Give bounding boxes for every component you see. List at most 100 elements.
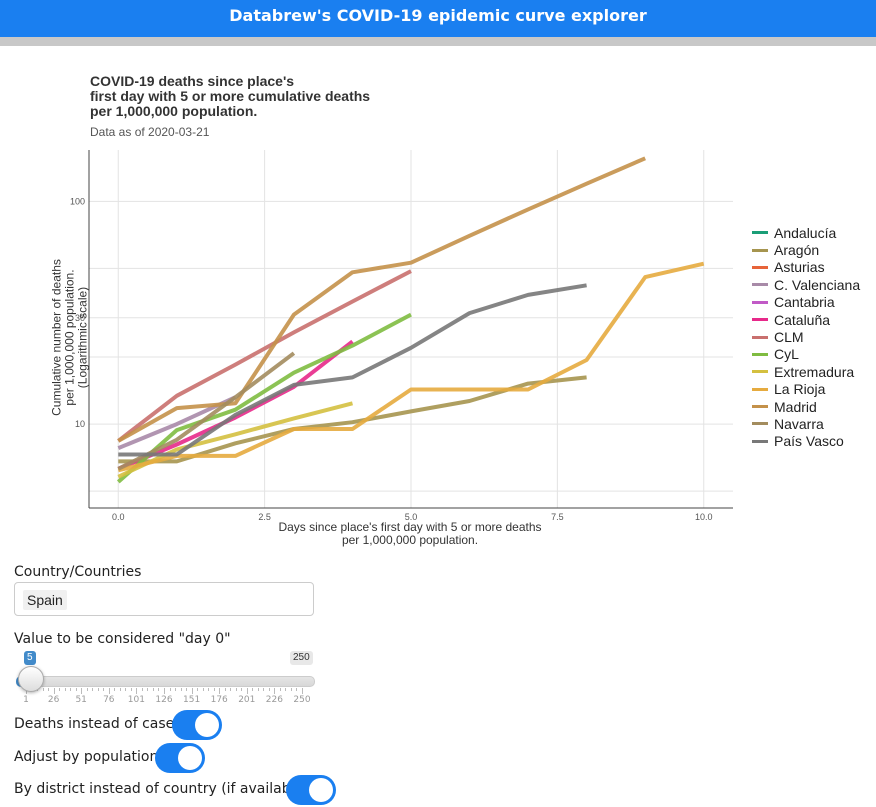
legend-swatch [752, 231, 768, 235]
slider-tick [75, 688, 77, 691]
legend-label: Aragón [774, 242, 820, 259]
slider-tick [302, 688, 303, 694]
legend-label: CLM [774, 329, 804, 346]
series-line [116, 312, 412, 484]
slider-handle[interactable] [18, 666, 44, 692]
slider-tick [103, 688, 105, 691]
legend-swatch [752, 335, 768, 339]
x-tick-label: 0.0 [112, 512, 125, 522]
slider-tick [252, 688, 254, 691]
population-toggle-label: Adjust by population? [14, 749, 166, 765]
slider-tick [186, 688, 188, 691]
slider-tick [147, 688, 149, 691]
legend-label: C. Valenciana [774, 276, 861, 293]
slider-tick [158, 688, 160, 691]
slider-tick [141, 688, 143, 691]
legend-item: CyL [752, 346, 860, 363]
slider-tick [230, 688, 232, 691]
legend-label: Madrid [774, 398, 817, 415]
slider-tick [81, 688, 83, 694]
slider-tick [224, 688, 226, 691]
legend-swatch [752, 300, 768, 304]
app-title: Databrew's COVID-19 epidemic curve explo… [229, 6, 647, 25]
slider-tick [97, 688, 99, 691]
slider-tick [136, 688, 138, 694]
y-axis-label: Cumulative number of deaths per 1,000,00… [49, 259, 90, 416]
slider-tick [296, 688, 298, 691]
deaths-toggle[interactable] [172, 710, 222, 740]
legend-item: Extremadura [752, 363, 860, 380]
slider-tick [208, 688, 210, 691]
slider-tick [152, 688, 154, 691]
slider-tick-label: 201 [238, 695, 256, 705]
slider-tick [279, 688, 281, 691]
legend-item: La Rioja [752, 381, 860, 398]
x-axis-label: Days since place's first day with 5 or m… [278, 520, 542, 547]
district-toggle-label: By district instead of country (if avail… [14, 781, 317, 797]
slider-tick [197, 688, 199, 691]
population-toggle[interactable] [155, 743, 205, 773]
slider-tick [235, 688, 237, 691]
slider-tick-label: 26 [47, 695, 60, 705]
slider-value-badge: 5 [24, 651, 36, 665]
legend-label: Extremadura [774, 363, 855, 380]
x-tick-label: 5.0 [405, 512, 418, 522]
country-chip[interactable]: Spain [23, 590, 67, 610]
slider-tick [130, 688, 132, 691]
slider-tick [48, 688, 50, 691]
legend-swatch [752, 352, 768, 356]
legend-swatch [752, 318, 768, 322]
legend-item: Madrid [752, 398, 860, 415]
slider-tick [59, 688, 61, 691]
slider-tick [64, 688, 66, 691]
slider-tick-label: 151 [183, 695, 201, 705]
legend-label: Cantabria [774, 294, 835, 311]
slider-tick [70, 688, 72, 691]
slider-max-badge: 250 [290, 651, 313, 665]
legend-swatch [752, 248, 768, 252]
country-select[interactable]: Spain [14, 582, 314, 616]
series-line [117, 261, 705, 473]
legend-label: Andalucía [774, 224, 837, 241]
slider-tick [92, 688, 94, 691]
slider-tick [219, 688, 221, 694]
slider-tick-label: 126 [155, 695, 173, 705]
slider-tick-label: 1 [23, 695, 29, 705]
legend-swatch [752, 387, 768, 391]
legend-swatch [752, 405, 768, 409]
legend-swatch [752, 422, 768, 426]
country-label: Country/Countries [14, 564, 142, 580]
y-tick-label: 30 [75, 313, 85, 323]
slider-tick [246, 688, 248, 694]
legend-item: Aragón [752, 241, 860, 258]
series-line [117, 401, 353, 479]
slider-tick [285, 688, 287, 691]
x-tick-label: 2.5 [258, 512, 271, 522]
slider-tick [169, 688, 171, 691]
slider-tick-label: 76 [103, 695, 115, 705]
slider-tick-label: 226 [265, 695, 283, 705]
slider-tick-label: 51 [75, 695, 87, 705]
chart-title: COVID-19 deaths since place's first day … [90, 73, 371, 119]
legend-item: Cataluña [752, 311, 860, 328]
legend-swatch [752, 283, 768, 287]
series-line [117, 269, 412, 443]
day0-label: Value to be considered "day 0" [14, 631, 231, 647]
chart-legend: Andalucía Aragón Asturias C. Valenciana Cant… [752, 224, 860, 450]
legend-label: Cataluña [774, 311, 831, 328]
legend-label: País Vasco [774, 433, 844, 450]
slider-tick-label: 176 [210, 695, 228, 705]
toggle-knob [195, 713, 219, 737]
slider-tick [290, 688, 292, 691]
slider-tick [268, 688, 270, 691]
slider-tick [164, 688, 165, 694]
slider-tick [191, 688, 193, 694]
slider-tick-label: 101 [127, 695, 145, 705]
district-toggle[interactable] [286, 775, 336, 805]
slider-track[interactable] [16, 676, 315, 687]
slider-tick [257, 688, 259, 691]
y-tick-label: 10 [75, 419, 85, 429]
legend-label: Asturias [774, 259, 825, 276]
legend-item: CLM [752, 328, 860, 345]
slider-tick [86, 688, 88, 691]
